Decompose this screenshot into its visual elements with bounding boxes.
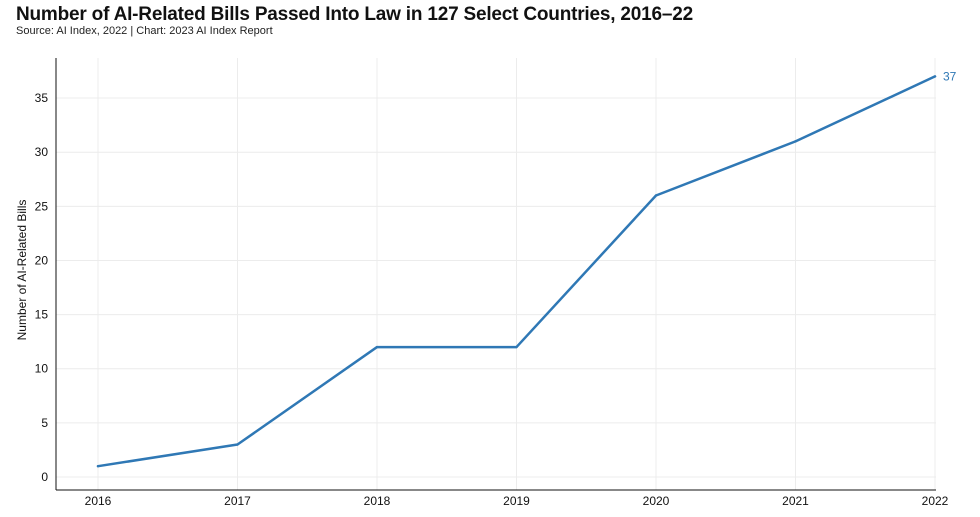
y-tick-label: 10	[35, 362, 49, 376]
x-axis-tick-labels: 2016 2017 2018 2019 2020 2021 2022	[85, 494, 949, 508]
y-axis-title: Number of AI-Related Bills	[15, 200, 29, 341]
data-point	[933, 75, 937, 78]
y-axis-tick-labels: 0 5 10 15 20 25 30 35	[35, 91, 49, 484]
x-tick-label: 2019	[503, 494, 530, 508]
x-tick-label: 2017	[224, 494, 251, 508]
series-layer: 37	[96, 69, 957, 468]
data-point	[515, 345, 518, 349]
data-point	[375, 345, 379, 349]
chart-subtitle: Source: AI Index, 2022 | Chart: 2023 AI …	[16, 25, 273, 37]
y-tick-label: 5	[41, 416, 48, 430]
data-point	[654, 194, 658, 197]
x-tick-label: 2020	[643, 494, 670, 508]
end-value-label: 37	[943, 69, 957, 83]
y-tick-label: 15	[35, 308, 49, 322]
x-tick-label: 2022	[922, 494, 949, 508]
data-point	[794, 140, 797, 143]
y-tick-label: 0	[41, 470, 48, 484]
x-tick-label: 2021	[782, 494, 809, 508]
data-point	[236, 443, 239, 446]
axes	[55, 58, 936, 491]
x-tick-label: 2018	[364, 494, 391, 508]
chart-title: Number of AI-Related Bills Passed Into L…	[16, 4, 693, 25]
gridlines	[56, 58, 936, 490]
y-tick-label: 20	[35, 253, 49, 267]
x-tick-label: 2016	[85, 494, 112, 508]
y-tick-label: 35	[35, 91, 49, 105]
y-tick-label: 25	[35, 199, 49, 213]
y-tick-label: 30	[35, 145, 49, 159]
data-point	[96, 464, 100, 468]
